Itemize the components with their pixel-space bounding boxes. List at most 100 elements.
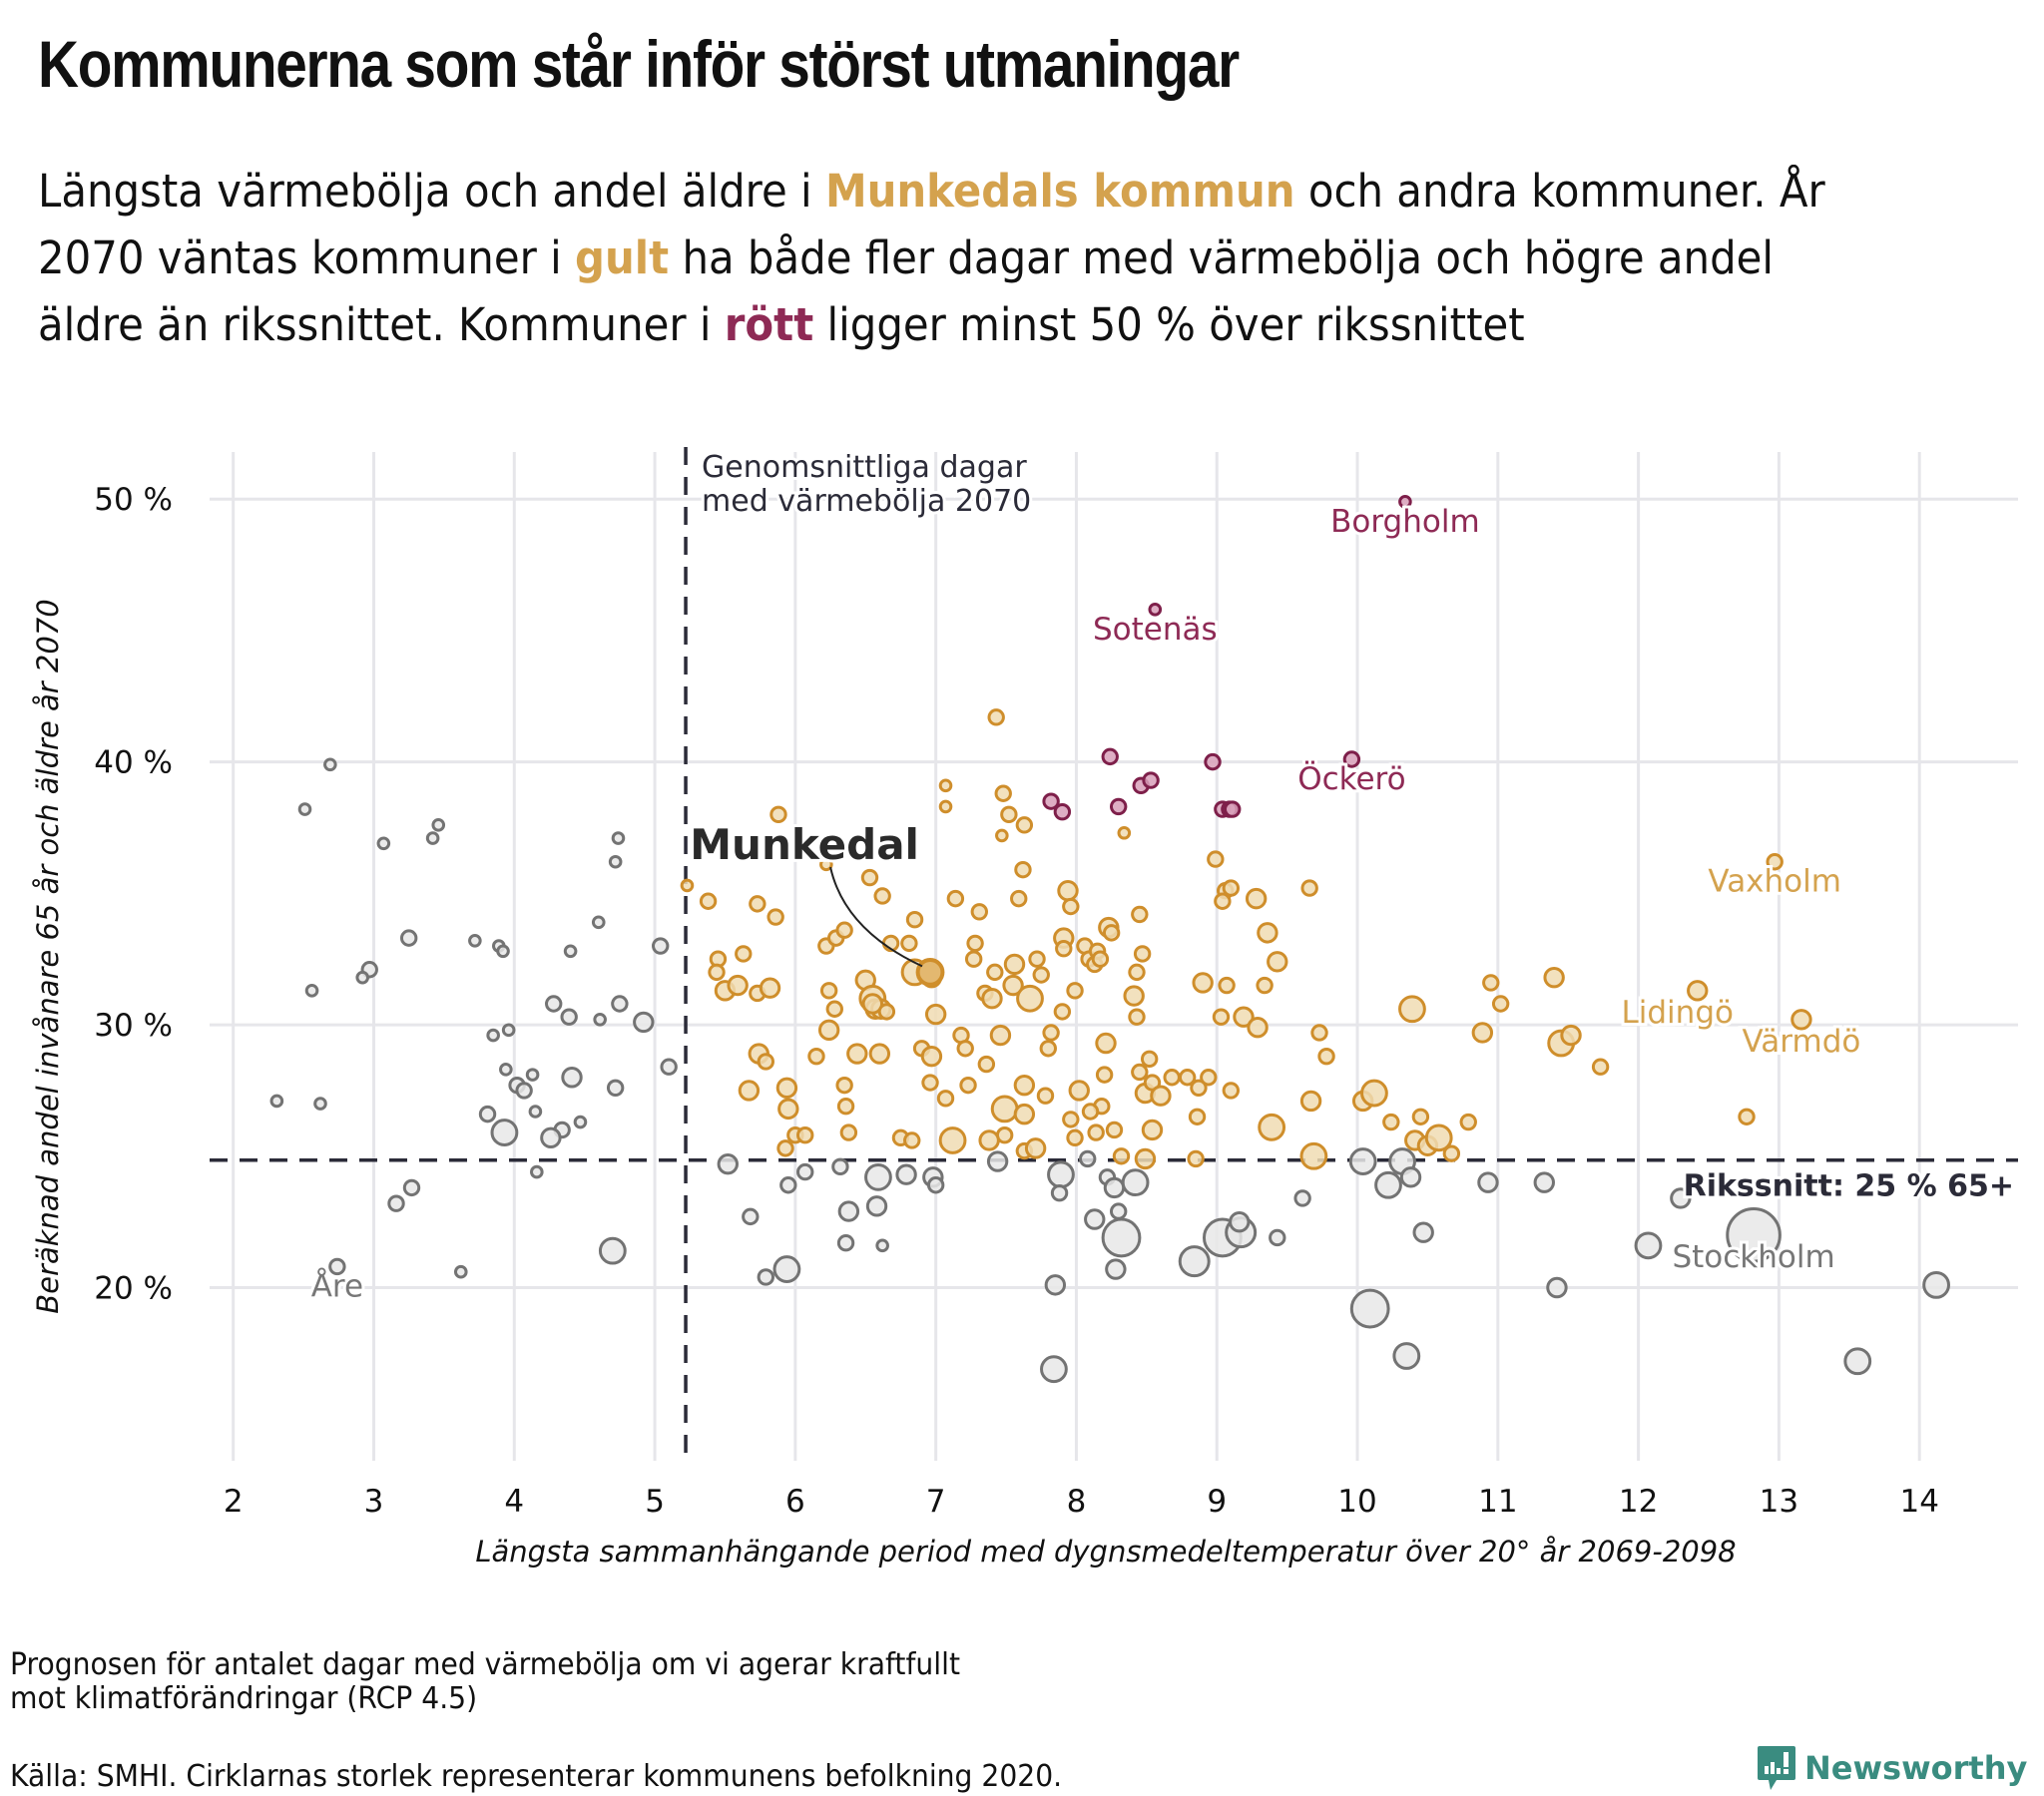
data-point-gray (1374, 1170, 1402, 1199)
data-point-gold (1207, 850, 1225, 868)
data-point-gray (453, 1264, 468, 1279)
data-point-red (1224, 800, 1242, 818)
data-point-red (1148, 603, 1163, 617)
data-point-gold (1687, 980, 1709, 1002)
data-points (269, 495, 1950, 1384)
data-point-gold (1190, 1079, 1208, 1097)
data-point-gray (1084, 1208, 1106, 1230)
data-point-gold (1014, 860, 1032, 879)
data-point-gray (772, 1255, 801, 1283)
data-point-gray (525, 1068, 540, 1082)
data-point-gray (1121, 1168, 1150, 1197)
data-point-gray (895, 1163, 917, 1185)
x-tick-label: 6 (785, 1484, 805, 1520)
data-point-gold (1000, 805, 1018, 824)
data-point-gold (977, 1055, 996, 1074)
data-point-gray (545, 995, 563, 1013)
data-point-gold (1128, 963, 1146, 982)
data-point-gold (1141, 1119, 1164, 1141)
data-point-gold (807, 1047, 825, 1066)
label-vaxholm: Vaxholm (1708, 864, 1841, 900)
data-point-gray (563, 944, 578, 959)
data-point-gold (1123, 985, 1145, 1007)
x-tick-label: 7 (926, 1484, 946, 1520)
data-point-gold (1117, 825, 1132, 840)
x-tick-label: 14 (1899, 1484, 1938, 1520)
data-point-gold (1591, 1058, 1610, 1076)
data-point-gray (865, 1195, 888, 1217)
data-point-gold (956, 1040, 974, 1058)
data-point-gray (431, 818, 446, 832)
data-point-gold (846, 1043, 868, 1065)
data-point-gold (1310, 1024, 1328, 1042)
data-point-gray (1040, 1355, 1068, 1384)
newsworthy-logo-text: Newsworthy (1804, 1749, 2028, 1787)
data-point-gray (402, 1178, 421, 1197)
data-point-gold (738, 1080, 761, 1102)
data-point-gold (1299, 1090, 1322, 1113)
newsworthy-logo: Newsworthy (1757, 1744, 2027, 1792)
data-point-gold (966, 934, 984, 953)
data-point-gold (1214, 892, 1232, 910)
data-point-gold (1360, 1079, 1388, 1108)
data-point-gray (1399, 1166, 1422, 1188)
data-point-gold (1095, 1066, 1114, 1084)
data-point-gold (1133, 945, 1152, 963)
data-point-gold (1790, 1009, 1812, 1031)
data-point-gray (986, 1150, 1009, 1172)
data-point-gray (1050, 1183, 1069, 1202)
data-point-gold (959, 1076, 977, 1095)
data-point-gray (269, 1094, 284, 1109)
x-tick-label: 8 (1067, 1484, 1087, 1520)
data-point-gold (860, 868, 879, 887)
data-point-gray (652, 937, 670, 955)
data-point-gray (387, 1194, 405, 1212)
y-tick-label: 30 % (94, 1008, 173, 1044)
data-point-gold (766, 908, 784, 926)
data-point-gold (920, 1045, 943, 1068)
data-point-gray (304, 984, 319, 998)
data-point-gold (1095, 1032, 1117, 1055)
data-point-gold (1247, 1017, 1269, 1039)
data-point-gray (757, 1268, 775, 1286)
data-point-gold (680, 878, 695, 893)
data-point-gray (796, 1162, 814, 1181)
label-lidingö: Lidingö (1622, 995, 1734, 1031)
data-point-gold (1081, 1103, 1100, 1121)
data-point-gray (1348, 1147, 1377, 1175)
data-point-gold (749, 895, 766, 913)
data-point-gold (1300, 879, 1318, 897)
data-point-gold (1267, 951, 1288, 973)
subtitle-text-1: Längsta värmebölja och andel äldre i (38, 165, 825, 218)
data-point-gray (1412, 1221, 1434, 1243)
data-point-gray (1044, 1274, 1067, 1296)
data-point-gold (987, 708, 1005, 726)
data-point-gold (1222, 879, 1241, 897)
data-point-gray (313, 1097, 327, 1111)
data-point-gray (573, 1115, 588, 1129)
x-tick-label: 4 (504, 1484, 524, 1520)
data-point-gray (478, 1105, 497, 1123)
data-point-gold (769, 805, 787, 824)
data-point-gold (1066, 982, 1084, 1000)
data-point-gray (501, 1023, 516, 1038)
data-point-gold (1398, 995, 1426, 1024)
data-point-gold (1163, 1069, 1181, 1087)
data-point-gold (1187, 1149, 1205, 1168)
data-point-gray (1533, 1171, 1555, 1193)
footnote: Prognosen för antalet dagar med värmeböl… (10, 1648, 960, 1716)
data-point-gold (817, 1019, 840, 1042)
data-point-gray (875, 1238, 889, 1253)
data-point-gold (1543, 966, 1565, 989)
data-point-gold (1471, 1022, 1494, 1044)
data-point-gold (1068, 1080, 1090, 1102)
data-point-gold (1087, 1123, 1105, 1141)
data-point-red (1053, 802, 1072, 821)
label-öckerö: Öckerö (1297, 760, 1405, 797)
data-point-gold (924, 1003, 947, 1026)
data-point-gold (1134, 1147, 1157, 1170)
data-point-gold (1066, 1128, 1084, 1147)
data-point-gray (323, 757, 337, 772)
vertical-reference-label-line-2: med värmebölja 2070 (702, 484, 1031, 519)
